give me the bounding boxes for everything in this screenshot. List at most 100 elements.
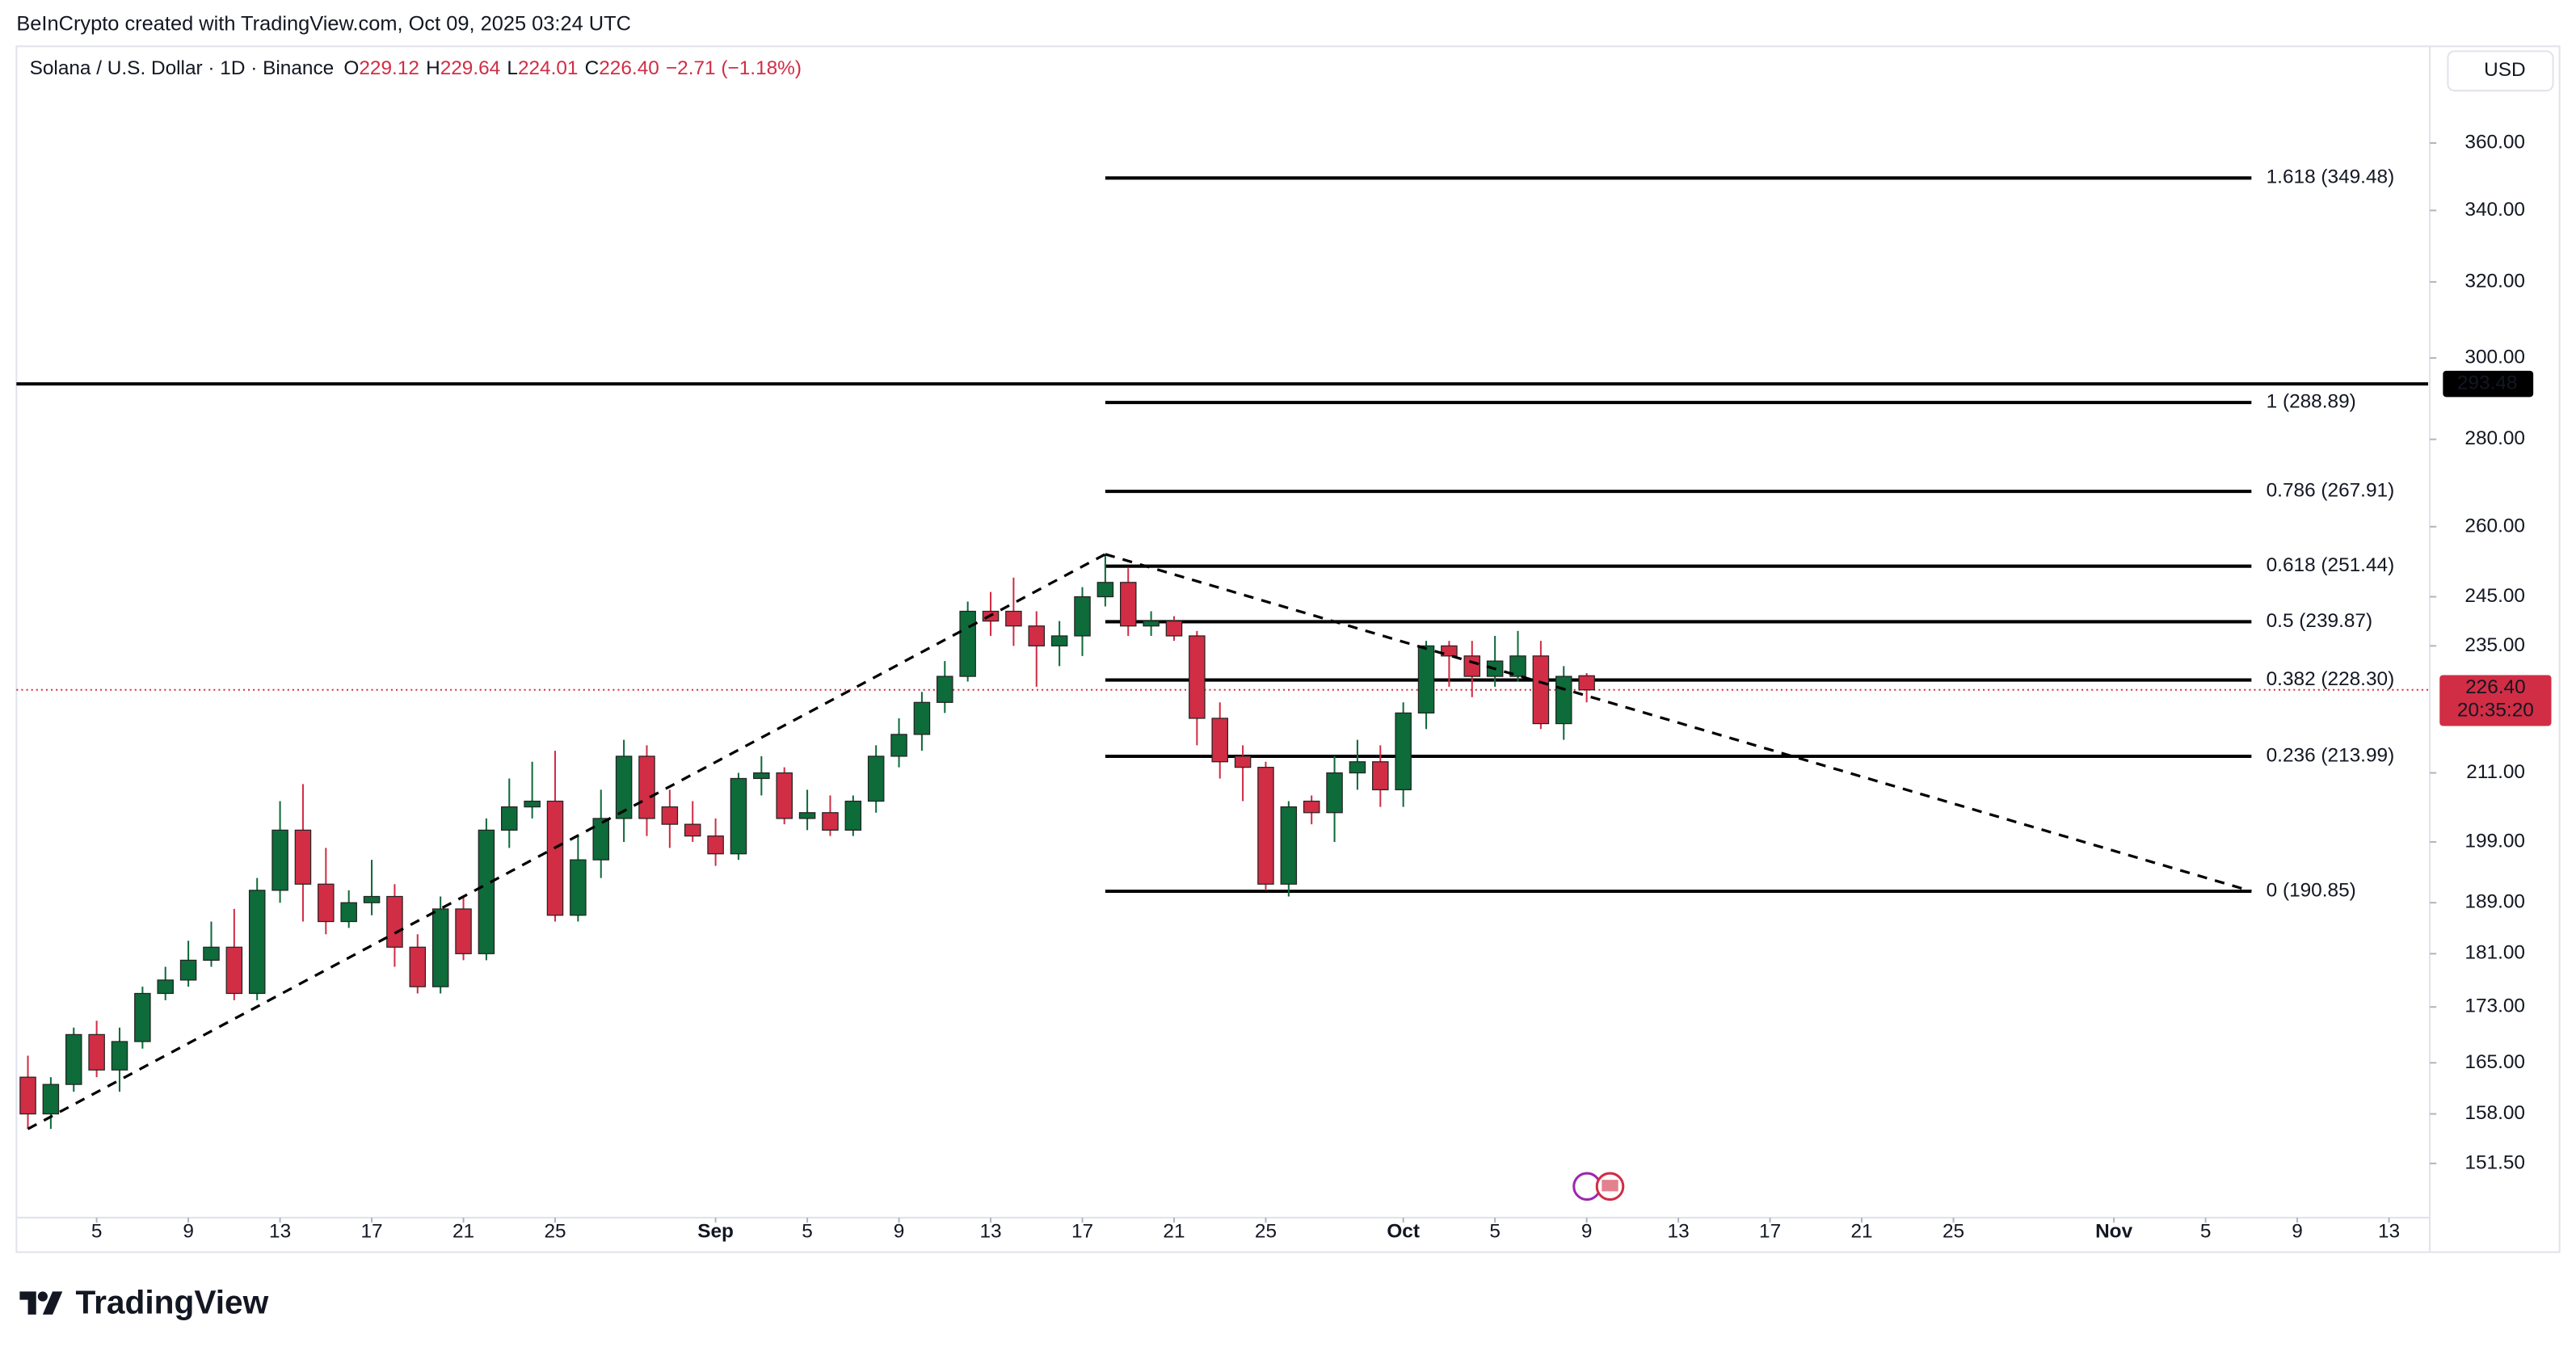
candle-body — [592, 818, 610, 861]
candle-body — [1211, 718, 1228, 763]
legend-key: L — [507, 57, 518, 79]
symbol: Solana / U.S. Dollar · 1D · Binance — [30, 57, 335, 79]
currency-button[interactable] — [2447, 50, 2554, 92]
logo: TradingView — [19, 1283, 269, 1320]
candle-body — [1096, 582, 1114, 598]
candle-body — [524, 800, 541, 808]
candle-body — [294, 829, 312, 885]
x-tick-label: Oct — [1387, 1221, 1420, 1243]
candle-body — [1257, 767, 1274, 885]
y-tick-label: 320.00 — [2464, 270, 2525, 292]
x-tick-label: 25 — [544, 1221, 566, 1243]
x-tick-label: 17 — [1071, 1221, 1093, 1243]
candle-body — [661, 806, 679, 825]
currency[interactable]: USD — [2484, 59, 2525, 81]
candle-body — [134, 992, 151, 1042]
candle-body — [1532, 655, 1550, 725]
candle-body — [822, 812, 839, 831]
candle-body — [88, 1033, 105, 1071]
last-price-tag — [2439, 675, 2552, 726]
x-tick-label: 5 — [2200, 1221, 2212, 1243]
candle-body — [1189, 635, 1206, 719]
y-tick-label: 211.00 — [2466, 761, 2525, 783]
candle-body — [615, 755, 633, 819]
candle-body — [844, 800, 862, 831]
candle-body — [798, 812, 816, 819]
x-tick-label: 13 — [1668, 1221, 1690, 1243]
candle-body — [1349, 761, 1366, 774]
x-tick-label: 13 — [2378, 1221, 2400, 1243]
candle-body — [570, 859, 587, 916]
candle-body — [363, 895, 381, 903]
candle-body — [478, 829, 495, 954]
candle-body — [913, 701, 931, 735]
x-tick-label: 17 — [360, 1221, 382, 1243]
x-tick-label: 5 — [1489, 1221, 1501, 1243]
candle-body — [1119, 582, 1137, 627]
fib-label: 0.786 (267.91) — [2267, 480, 2395, 502]
y-tick-label: 260.00 — [2464, 515, 2525, 537]
candle-body — [1028, 625, 1046, 646]
candle-body — [42, 1084, 60, 1115]
trendline — [27, 553, 1106, 1130]
frame — [15, 45, 2561, 1253]
legend-key: H — [426, 57, 440, 79]
fib-label: 0.382 (228.30) — [2267, 668, 2395, 690]
candle-body — [455, 908, 472, 954]
y-tick-label: 245.00 — [2464, 585, 2525, 607]
candle-body — [431, 908, 449, 987]
fib-label: 1 (288.89) — [2267, 391, 2356, 413]
candle-body — [111, 1041, 128, 1071]
candle-body — [890, 734, 907, 757]
x-tick-label: 9 — [183, 1221, 194, 1243]
x-tick-label: 5 — [91, 1221, 103, 1243]
legend-value: 224.01 — [518, 57, 579, 79]
candle-body — [271, 829, 288, 891]
x-tick-label: 5 — [802, 1221, 813, 1243]
logo-text: TradingView — [76, 1283, 269, 1320]
candle-body — [867, 755, 885, 802]
price-tag — [2443, 370, 2534, 398]
candle-body — [65, 1033, 82, 1085]
legend-value: 229.12 — [359, 57, 419, 79]
y-tick-label: 280.00 — [2464, 427, 2525, 449]
price-tag-label: 293.48 — [2457, 372, 2518, 394]
y-tick-label: 189.00 — [2464, 891, 2525, 913]
candle-body — [1165, 621, 1183, 637]
candle-body — [157, 979, 174, 995]
candle-body — [1463, 655, 1481, 677]
y-tick-label: 165.00 — [2464, 1051, 2525, 1073]
y-tick-label: 151.50 — [2464, 1151, 2525, 1173]
candle-body — [707, 835, 724, 855]
y-tick-label: 158.00 — [2464, 1102, 2525, 1124]
legend-key: C — [585, 57, 600, 79]
legend: Solana / U.S. Dollar · 1D · Binance O229.… — [30, 57, 802, 79]
candle-body — [1005, 610, 1022, 627]
x-tick-label: 25 — [1255, 1221, 1277, 1243]
candle-body — [19, 1076, 36, 1115]
x-tick-label: 9 — [1581, 1221, 1593, 1243]
y-tick-label: 199.00 — [2464, 830, 2525, 852]
fib-label: 0.5 (239.87) — [2267, 610, 2372, 632]
legend-value: 229.64 — [440, 57, 501, 79]
candle-body — [1441, 645, 1458, 657]
fib-label: 1.618 (349.48) — [2267, 166, 2395, 188]
legend-change: −2.71 (−1.18%) — [666, 57, 802, 79]
x-tick-label: Nov — [2095, 1221, 2132, 1243]
x-tick-label: 13 — [269, 1221, 291, 1243]
candle-body — [937, 676, 953, 703]
candle-body — [340, 902, 357, 923]
candle-body — [225, 946, 243, 995]
candle-body — [1050, 635, 1068, 646]
y-tick-label: 300.00 — [2464, 346, 2525, 368]
candle-body — [1372, 761, 1389, 791]
credit: BeInCrypto created with TradingView.com,… — [16, 13, 631, 36]
candle-body — [1555, 676, 1572, 725]
candle-body — [776, 772, 793, 819]
y-tick-label: 340.00 — [2464, 199, 2525, 221]
candle-body — [753, 772, 770, 780]
candle-body — [1303, 800, 1320, 814]
legend-value: 226.40 — [599, 57, 659, 79]
event-flag — [1602, 1180, 1618, 1192]
